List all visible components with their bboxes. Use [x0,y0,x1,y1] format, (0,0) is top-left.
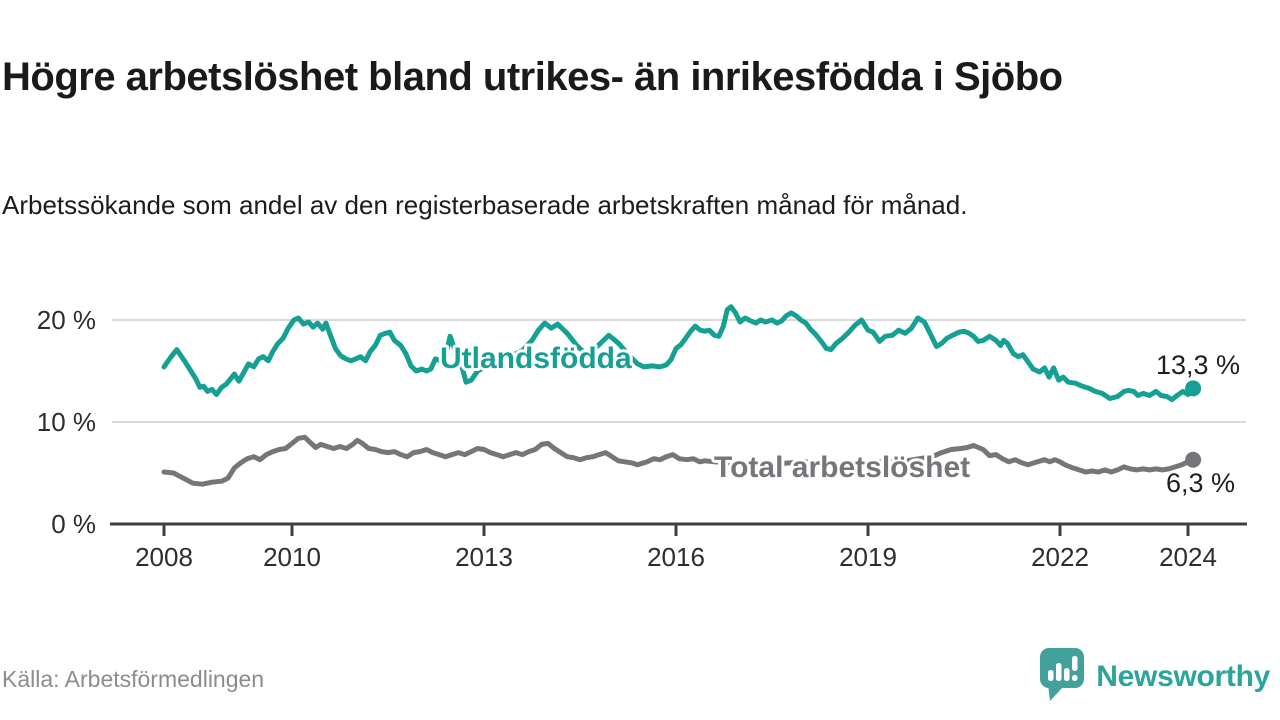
y-axis-tick-label: 20 % [37,305,96,335]
x-axis-tick-label: 2016 [647,542,705,572]
x-axis-tick-label: 2022 [1031,542,1089,572]
source-note: Källa: Arbetsförmedlingen [2,666,265,692]
series-line-utlandsfodda [161,304,1196,403]
x-axis-tick-label: 2013 [455,542,513,572]
end-value-label-total: 6,3 % [1166,468,1235,498]
page-title: Högre arbetslöshet bland utrikes- än inr… [2,54,1063,99]
y-axis-tick-label: 0 % [51,509,96,539]
x-axis-tick-label: 2008 [135,542,193,572]
end-value-label-utlandsfodda: 13,3 % [1156,350,1240,380]
brand-name: Newsworthy [1096,659,1270,693]
series-label-total: Total arbetslöshet [714,451,970,484]
chart-canvas: 20 % 10 % 0 % 2008 2010 2013 2016 2019 2022 2024 U… [37,304,1247,572]
x-axis-tick-label: 2024 [1159,542,1217,572]
series-label-utlandsfodda: Utlandsfödda [440,342,632,375]
series-line-total [161,434,1196,487]
y-axis-tick-label: 10 % [37,407,96,437]
newsworthy-logo-icon [1038,646,1086,707]
page-subtitle: Arbetssökande som andel av den registerb… [2,190,968,220]
series-end-dot-utlandsfodda [1185,380,1202,397]
brand-lockup: Newsworthy [1038,646,1270,707]
line-chart: 20 % 10 % 0 % 2008 2010 2013 2016 2019 2022 2024 U… [0,270,1280,610]
series-end-dot-total [1185,451,1202,468]
x-axis-tick-label: 2010 [263,542,321,572]
x-axis-tick-label: 2019 [839,542,897,572]
